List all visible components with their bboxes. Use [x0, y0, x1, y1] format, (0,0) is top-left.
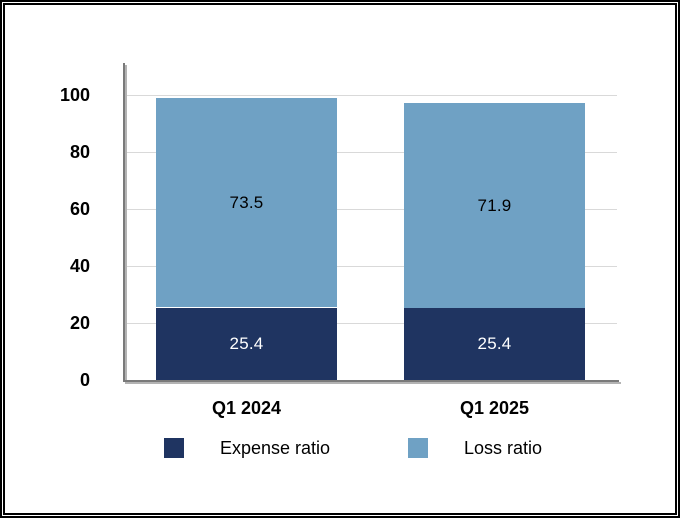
- data-label: 71.9: [477, 195, 512, 215]
- bar-segment-loss-ratio-q1-2024: 73.5: [156, 98, 337, 307]
- data-label: 25.4: [229, 334, 264, 353]
- y-tick-label-60: 60: [69, 199, 90, 219]
- legend-swatch-icon: [164, 438, 184, 458]
- y-axis-line: [123, 63, 125, 382]
- data-label: 73.5: [229, 192, 264, 212]
- gridline-80: [125, 152, 617, 153]
- gridline-100: [125, 95, 617, 96]
- bar-segment-expense-ratio-q1-2025: 25.4: [404, 308, 585, 380]
- y-tick-label-0: 0: [79, 370, 90, 390]
- category-label-q1-2024: Q1 2024: [211, 398, 282, 418]
- y-tick-label-20: 20: [69, 313, 90, 333]
- y-tick-label-80: 80: [69, 142, 90, 162]
- gridline-60: [125, 209, 617, 210]
- category-label-q1-2025: Q1 2025: [459, 398, 530, 418]
- legend-label: Loss ratio: [464, 438, 543, 458]
- x-axis-line: [123, 380, 619, 382]
- legend-swatch-icon: [408, 438, 428, 458]
- y-tick-label-100: 100: [59, 85, 90, 105]
- data-label: 25.4: [477, 334, 512, 353]
- bar-segment-loss-ratio-q1-2025: 71.9: [404, 103, 585, 308]
- y-tick-label-40: 40: [69, 256, 90, 276]
- legend-label: Expense ratio: [220, 438, 331, 458]
- legend-item-loss-ratio: Loss ratio: [408, 438, 542, 458]
- bar-segment-expense-ratio-q1-2024: 25.4: [156, 308, 337, 380]
- gridline-40: [125, 266, 617, 267]
- gridline-20: [125, 323, 617, 324]
- legend-item-expense-ratio: Expense ratio: [164, 438, 330, 458]
